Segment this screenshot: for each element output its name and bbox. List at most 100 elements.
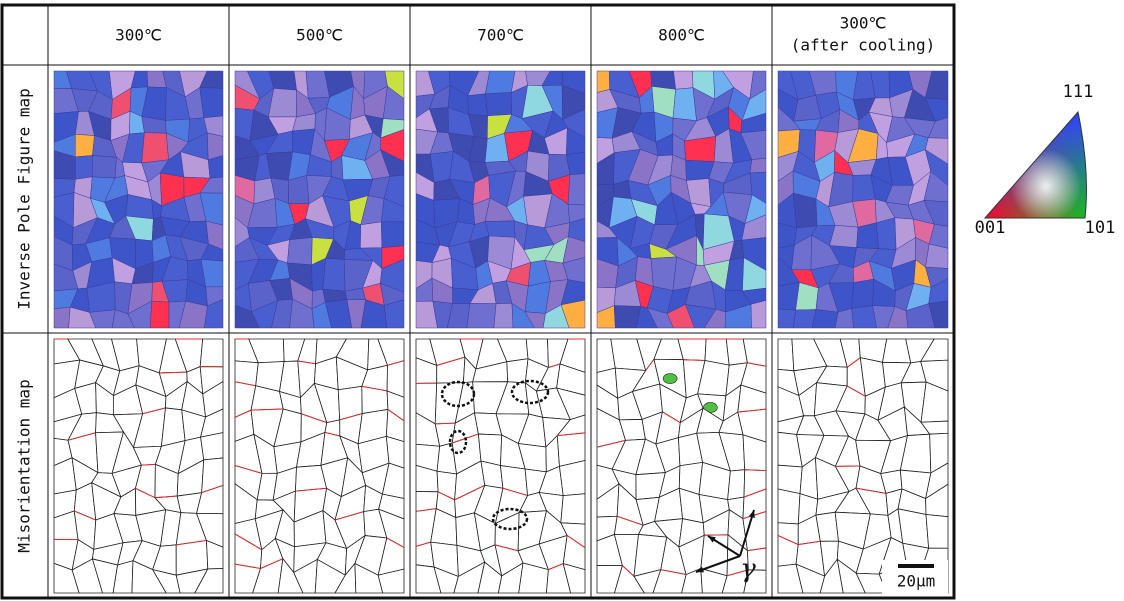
low-angle-boundary xyxy=(777,535,799,546)
low-angle-boundary xyxy=(798,540,821,546)
grain-boundary xyxy=(506,358,529,384)
grain-boundary xyxy=(925,514,949,549)
low-angle-boundary xyxy=(234,563,261,570)
grain xyxy=(672,87,697,122)
grain xyxy=(493,303,514,329)
grain xyxy=(793,192,818,229)
row-label: Misorientation map xyxy=(15,379,34,552)
grain-boundary xyxy=(560,493,586,525)
arrow xyxy=(739,509,755,557)
legend-label: 111 xyxy=(1063,82,1094,102)
low-angle-boundary xyxy=(135,487,156,499)
grain-boundary xyxy=(559,459,586,497)
low-angle-boundary xyxy=(234,465,263,474)
column-label: 300℃ xyxy=(840,14,887,33)
column-label: 800℃ xyxy=(658,26,705,45)
grain-boundary xyxy=(777,464,803,495)
low-angle-boundary xyxy=(295,487,327,492)
low-angle-boundary xyxy=(415,508,437,512)
grain xyxy=(287,237,313,266)
low-angle-boundary xyxy=(494,544,519,552)
grain-boundary xyxy=(377,568,405,594)
grain xyxy=(851,278,874,309)
grain xyxy=(673,70,694,90)
low-angle-boundary xyxy=(683,359,705,362)
grain xyxy=(360,221,383,249)
low-angle-boundary xyxy=(704,534,728,536)
grain xyxy=(74,134,95,158)
arrow-head xyxy=(696,566,704,573)
highlight-circle xyxy=(491,507,529,531)
grain xyxy=(851,305,877,329)
table-grid xyxy=(0,3,956,600)
legend-triangle xyxy=(983,110,1087,219)
low-angle-boundary xyxy=(726,569,749,577)
legend-label: 101 xyxy=(1085,218,1116,238)
low-angle-boundary xyxy=(548,563,564,571)
grain xyxy=(856,222,879,250)
low-angle-boundary xyxy=(454,484,485,501)
grain xyxy=(204,298,224,329)
row-label: Inverse Pole Figure map xyxy=(15,88,34,310)
low-angle-boundary xyxy=(67,432,96,441)
highlight-circle xyxy=(448,429,468,455)
low-angle-boundary xyxy=(176,540,207,546)
low-angle-boundary xyxy=(846,357,861,368)
scale-bar-label: 20μm xyxy=(897,572,936,591)
grain xyxy=(141,132,169,164)
grain-boundary xyxy=(743,569,767,594)
low-angle-boundary xyxy=(297,360,316,365)
grain xyxy=(925,243,949,269)
low-angle-boundary xyxy=(502,487,528,497)
table-border xyxy=(0,3,956,600)
grain xyxy=(149,300,170,329)
grain xyxy=(207,155,224,179)
grain xyxy=(74,155,93,180)
grain xyxy=(485,70,516,95)
low-angle-boundary xyxy=(234,409,252,418)
low-angle-boundary xyxy=(437,491,455,501)
grain xyxy=(467,93,488,117)
grain-boundary xyxy=(815,511,839,542)
low-angle-boundary xyxy=(334,511,364,521)
grain xyxy=(381,221,405,249)
grain xyxy=(684,136,717,162)
low-angle-boundary xyxy=(617,515,644,526)
grain xyxy=(466,303,497,329)
grain-boundary xyxy=(897,508,930,549)
low-angle-boundary xyxy=(436,356,466,366)
grain-boundary xyxy=(199,338,224,368)
low-angle-boundary xyxy=(361,385,388,392)
grain-boundary xyxy=(562,563,586,594)
low-angle-boundary xyxy=(557,432,586,437)
low-angle-boundary xyxy=(662,411,681,424)
grain xyxy=(560,299,586,329)
low-angle-boundary xyxy=(387,409,405,422)
low-angle-boundary xyxy=(234,533,263,551)
grain xyxy=(567,173,586,206)
column-label: 500℃ xyxy=(296,26,343,45)
grain-boundary xyxy=(480,460,504,489)
low-angle-boundary xyxy=(743,488,767,498)
arrow-head xyxy=(748,510,755,518)
low-angle-boundary xyxy=(596,439,626,448)
low-angle-boundary xyxy=(435,422,456,425)
grain xyxy=(207,132,224,161)
low-angle-boundary xyxy=(141,463,156,466)
low-angle-boundary xyxy=(415,541,431,547)
gamma-grain xyxy=(662,373,678,384)
grain xyxy=(485,92,512,117)
legend-label: 001 xyxy=(975,218,1006,238)
column-label: 700℃ xyxy=(477,26,524,45)
grain-boundary xyxy=(200,432,224,461)
grain xyxy=(92,155,117,179)
low-angle-boundary xyxy=(747,362,767,367)
grain xyxy=(650,256,678,291)
low-angle-boundary xyxy=(251,408,284,411)
low-angle-boundary xyxy=(548,363,561,368)
low-angle-boundary xyxy=(154,495,178,499)
column-sublabel: (after cooling) xyxy=(791,36,936,55)
grain xyxy=(811,309,839,329)
low-angle-boundary xyxy=(660,569,687,576)
low-angle-boundary xyxy=(747,547,767,552)
